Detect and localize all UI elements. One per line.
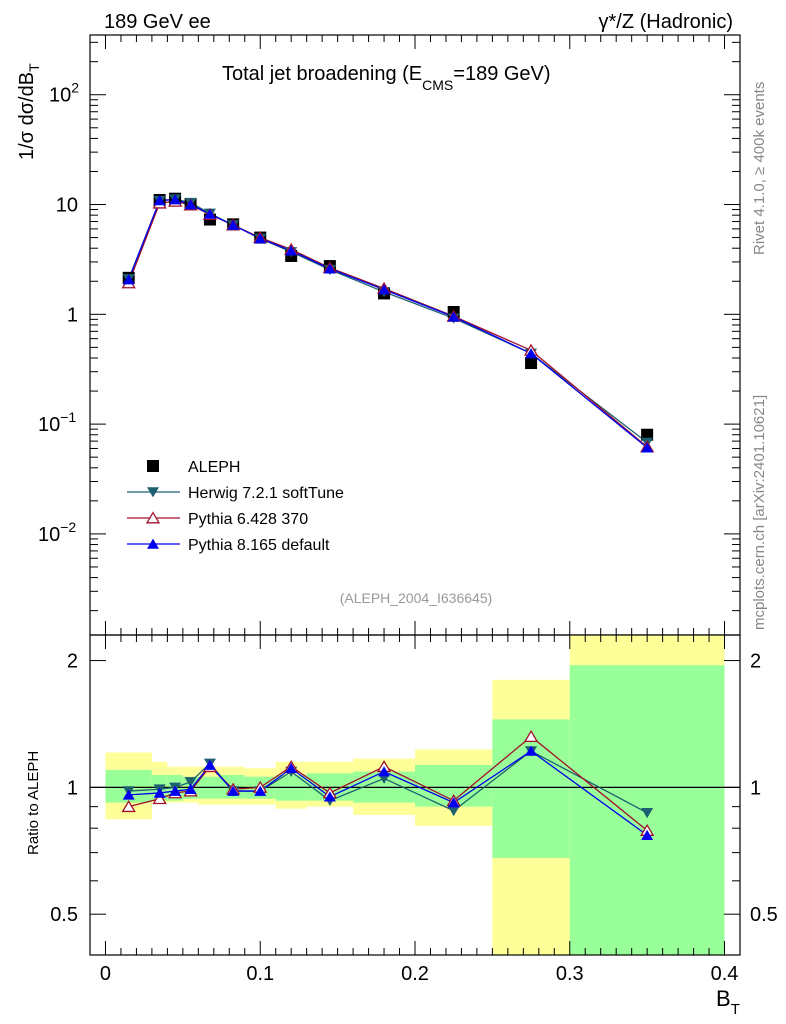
ratio-point-pythia8: [285, 762, 298, 774]
main-point-pythia8: [169, 194, 182, 205]
main-y-tick-label: 10: [56, 195, 78, 217]
analysis-watermark: (ALEPH_2004_I636645): [340, 590, 493, 606]
legend-marker-pythia6: [145, 511, 161, 524]
ratio-band-inner: [492, 719, 570, 858]
plot-title-tail: =189 GeV): [453, 63, 550, 85]
ratio-point-pythia8: [122, 789, 135, 800]
main-y-axis-label-main: 1/σ dσ/dB: [16, 72, 38, 160]
ratio-point-pythia8: [254, 785, 267, 796]
legend-marker-herwig: [147, 487, 159, 498]
header-left-label: 189 GeV ee: [104, 11, 211, 33]
ratio-point-pythia8: [169, 785, 182, 796]
ratio-point-pythia8: [203, 759, 216, 770]
legend-marker-pythia8: [147, 538, 159, 549]
ratio-point-herwig: [184, 777, 197, 788]
x-axis-label-subscript: T: [731, 1001, 740, 1018]
ratio-plot-panel: 0.5 0.5 1 1 2 2 0 0.1 0.2 0.3 0.4 Ratio to ALEPH B…: [25, 634, 778, 1018]
ratio-point-pythia8: [227, 785, 240, 796]
ratio-point-herwig: [641, 808, 654, 819]
main-point-pythia8: [122, 274, 135, 285]
main-y-tick-label: 102: [49, 80, 79, 107]
main-y-tick-label-exponent: 2: [71, 80, 79, 96]
main-point-pythia8: [153, 195, 166, 206]
main-y-tick-label-base: 10: [56, 195, 78, 217]
main-point-pythia8: [378, 284, 391, 295]
main-y-tick-label-base: 10: [38, 414, 60, 436]
ratio-plot-frame: [89, 634, 741, 956]
legend: ALEPH Herwig 7.2.1 softTune Pythia 6.428 3…: [127, 459, 344, 554]
x-tick-label: 0.2: [401, 963, 429, 985]
main-y-tick-label-base: 1: [67, 304, 78, 326]
ratio-point-pythia8: [641, 829, 654, 840]
main-series-line-pythia8: [128, 198, 648, 449]
main-series-line-pythia6: [128, 200, 648, 448]
main-point-pythia8: [285, 245, 298, 256]
plot-title-main: Total jet broadening (E: [222, 63, 422, 85]
main-y-tick-label-exponent: −1: [60, 409, 76, 425]
plot-title: Total jet broadening (ECMS=189 GeV): [222, 63, 551, 93]
x-axis-label-main: B: [716, 986, 731, 1011]
ratio-y-tick-label-left: 0.5: [50, 904, 78, 926]
ratio-plot-series: [121, 729, 655, 840]
ratio-y-tick-label-left: 1: [67, 777, 78, 799]
legend-label-data: ALEPH: [188, 459, 240, 476]
main-point-pythia8: [525, 348, 538, 359]
ratio-y-tick-label-left: 2: [67, 651, 78, 673]
ratio-point-pythia8: [378, 766, 391, 777]
ratio-point-pythia8: [153, 787, 166, 798]
main-y-tick-label: 10−1: [38, 409, 76, 436]
main-point-pythia8: [254, 233, 267, 244]
legend-label-pythia8: Pythia 8.165 default: [188, 537, 330, 554]
ratio-y-tick-label-right: 2: [750, 651, 761, 673]
ratio-point-herwig: [447, 805, 460, 817]
legend-label-pythia6: Pythia 6.428 370: [188, 511, 308, 528]
main-point-data: [525, 357, 538, 370]
main-y-tick-label: 10−2: [38, 519, 76, 546]
plot-title-subscript: CMS: [422, 77, 453, 93]
ratio-point-pythia8: [525, 745, 538, 756]
ratio-point-pythia6: [523, 729, 539, 743]
ratio-point-pythia8: [184, 783, 197, 795]
rivet-version-label: Rivet 4.1.0, ≥ 400k events: [751, 82, 768, 255]
main-series-line-herwig: [128, 198, 648, 444]
x-tick-label: 0: [100, 963, 111, 985]
header-right-label: γ*/Z (Hadronic): [599, 11, 733, 33]
ratio-point-pythia8: [447, 797, 460, 808]
ratio-y-axis-label: Ratio to ALEPH: [25, 751, 42, 855]
main-y-axis-label: 1/σ dσ/dBT: [16, 63, 42, 160]
x-tick-label: 0.4: [711, 963, 739, 985]
x-tick-label: 0.1: [246, 963, 274, 985]
ratio-uncertainty-bands: [105, 635, 725, 955]
x-tick-label: 0.3: [556, 963, 584, 985]
main-point-pythia8: [203, 208, 216, 219]
ratio-plot-ticks: 0.5 0.5 1 1 2 2 0 0.1 0.2 0.3 0.4: [50, 635, 778, 985]
legend-label-herwig: Herwig 7.2.1 softTune: [188, 485, 344, 502]
x-axis-label: BT: [716, 986, 740, 1018]
main-y-tick-label-exponent: −2: [60, 519, 76, 535]
main-y-axis-label-subscript: T: [26, 63, 42, 72]
ratio-y-tick-label-right: 0.5: [750, 904, 778, 926]
ratio-point-pythia6: [152, 792, 167, 805]
mcplots-source-label: mcplots.cern.ch [arXiv:2401.10621]: [751, 395, 768, 630]
main-y-tick-label: 1: [67, 304, 78, 326]
legend-marker-data: [147, 460, 159, 472]
ratio-y-tick-label-right: 1: [750, 777, 761, 799]
main-point-pythia8: [184, 199, 197, 210]
main-y-tick-label-base: 10: [38, 524, 60, 546]
main-point-pythia8: [227, 219, 240, 230]
main-point-pythia8: [641, 442, 654, 453]
ratio-point-pythia6: [121, 799, 136, 813]
main-y-tick-label-base: 10: [49, 85, 71, 107]
main-plot-series: [121, 192, 655, 453]
ratio-point-pythia8: [323, 791, 336, 802]
main-point-pythia8: [323, 263, 336, 274]
main-point-pythia8: [447, 311, 460, 322]
